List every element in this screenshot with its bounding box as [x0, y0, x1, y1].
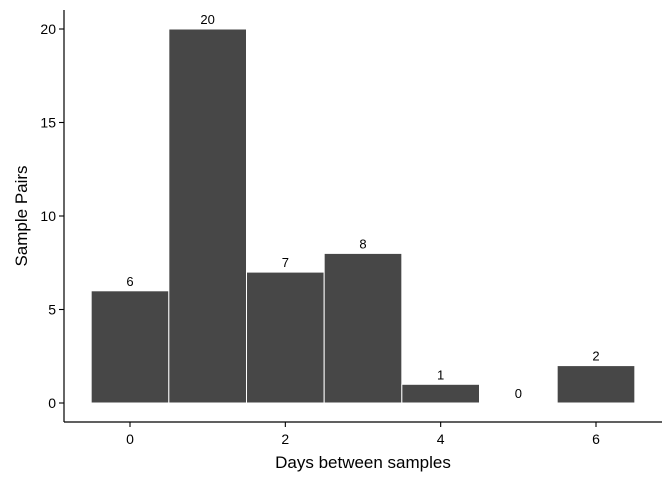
data-label-1: 20 — [200, 12, 214, 27]
data-label-4: 1 — [437, 367, 444, 382]
bar-4 — [401, 383, 481, 404]
bar-3 — [323, 252, 403, 404]
x-axis-ticks: 0 2 4 6 — [126, 422, 600, 447]
x-tick-label-4: 4 — [437, 431, 445, 447]
y-axis-title: Sample Pairs — [12, 165, 31, 266]
y-axis-ticks: 0 5 10 15 20 — [40, 21, 64, 411]
data-label-6: 2 — [592, 349, 599, 364]
x-tick-label-0: 0 — [126, 431, 134, 447]
data-label-5: 0 — [515, 386, 522, 401]
y-tick-label-10: 10 — [40, 208, 56, 224]
y-tick-label-20: 20 — [40, 21, 56, 37]
data-labels-group: 6 20 7 8 1 0 2 — [126, 12, 599, 401]
x-axis-title: Days between samples — [275, 453, 451, 472]
x-tick-label-2: 2 — [281, 431, 289, 447]
data-label-3: 8 — [359, 236, 366, 251]
bars-group — [90, 28, 636, 404]
y-tick-label-5: 5 — [48, 302, 56, 318]
bar-0 — [90, 290, 170, 404]
y-tick-label-15: 15 — [40, 115, 56, 131]
data-label-0: 6 — [126, 274, 133, 289]
y-tick-label-0: 0 — [48, 395, 56, 411]
bar-1 — [168, 28, 247, 404]
bar-6 — [556, 365, 636, 404]
x-tick-label-6: 6 — [592, 431, 600, 447]
bar-2 — [246, 271, 325, 404]
data-label-2: 7 — [282, 255, 289, 270]
